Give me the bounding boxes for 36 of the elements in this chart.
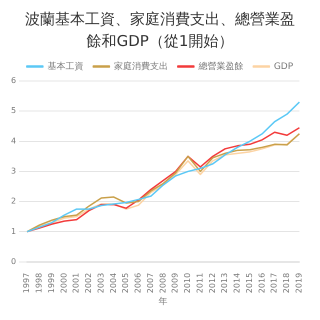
legend-label: GDP (274, 62, 294, 72)
x-tick-label: 2008 (158, 272, 168, 294)
y-tick-label: 2 (10, 196, 16, 206)
x-tick-label: 2018 (282, 272, 292, 294)
x-tick-label: 2016 (257, 272, 266, 294)
x-tick-label: 2006 (134, 272, 143, 294)
x-tick-label: 2017 (270, 272, 279, 294)
y-tick-label: 3 (10, 166, 16, 176)
x-tick-label: 2009 (170, 272, 180, 294)
y-tick-label: 6 (10, 76, 16, 86)
x-tick-label: 2013 (220, 272, 230, 294)
x-tick-label: 2007 (146, 272, 155, 294)
x-tick-label: 2000 (59, 272, 68, 294)
x-tick-label: 2002 (84, 272, 94, 294)
x-tick-label: 2012 (208, 272, 217, 294)
x-tick-label: 1999 (46, 272, 56, 294)
x-axis-title: 年 (158, 296, 168, 307)
x-tick-label: 2004 (108, 272, 118, 294)
x-tick-label: 2003 (96, 272, 106, 294)
x-tick-label: 2005 (121, 272, 130, 294)
legend-label: 基本工資 (47, 60, 84, 72)
legend-label: 家庭消費支出 (114, 60, 168, 72)
x-tick-label: 2014 (232, 272, 242, 294)
legend-label: 總營業盈餘 (197, 60, 244, 72)
chart-title: 波蘭基本工資、家庭消費支出、總營業盈餘和GDP（從1開始） (24, 9, 296, 52)
x-tick-label: 2019 (294, 272, 304, 294)
y-tick-label: 1 (10, 226, 16, 236)
x-tick-label: 2001 (72, 272, 81, 294)
x-tick-label: 2010 (183, 272, 192, 294)
x-tick-label: 1998 (34, 272, 44, 294)
x-tick-label: 2011 (195, 272, 204, 294)
y-tick-label: 0 (10, 256, 16, 266)
y-tick-label: 4 (10, 136, 16, 146)
x-tick-label: 2015 (244, 272, 254, 294)
y-tick-label: 5 (10, 106, 16, 116)
x-tick-label: 1997 (22, 272, 32, 294)
